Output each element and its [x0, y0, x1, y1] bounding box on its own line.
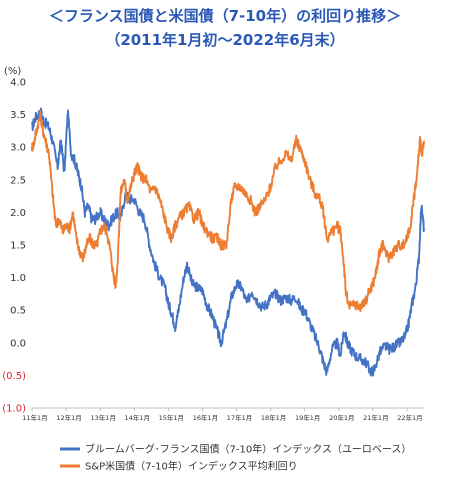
series-line-france	[31, 107, 425, 377]
x-tick-label: 11年1月	[22, 413, 47, 422]
x-tick-label: 19年1月	[295, 413, 320, 422]
legend-label-france: ブルームバーグ･フランス国債（7-10年）インデックス（ユーロベース）	[85, 443, 411, 456]
x-tick-label: 18年1月	[261, 413, 286, 422]
y-tick-label: 3.0	[10, 143, 26, 154]
plot-area	[31, 107, 425, 377]
legend: ブルームバーグ･フランス国債（7-10年）インデックス（ユーロベース） S&P米国…	[60, 443, 411, 473]
x-tick-label: 14年1月	[125, 413, 150, 422]
y-tick-label: 0.5	[10, 306, 26, 317]
x-tick-label: 12年1月	[56, 413, 81, 422]
chart-title: ＜フランス国債と米国債（7-10年）の利回り推移＞	[48, 7, 402, 25]
x-tick-label: 22年1月	[397, 413, 422, 422]
x-tick-label: 20年1月	[329, 413, 354, 422]
legend-label-us: S&P米国債（7-10年）インデックス平均利回り	[85, 460, 298, 473]
y-tick-label: 1.0	[10, 273, 26, 284]
x-tick-label: 21年1月	[363, 413, 388, 422]
y-axis-label: (%)	[4, 66, 21, 77]
y-tick-label: 4.0	[10, 78, 26, 89]
x-tick-label: 17年1月	[227, 413, 252, 422]
x-tick-label: 13年1月	[90, 413, 115, 422]
axes: (%)4.0 3.5 3.0 2.5 2.0 1.5 1.0 0.5 0.0 (0.5) (1.0)…	[2, 66, 424, 422]
y-tick-label: 0.0	[10, 338, 26, 349]
y-tick-label: 1.5	[10, 241, 26, 252]
chart-subtitle: （2011年1月初～2022年6月末）	[105, 31, 345, 49]
y-tick-label: 3.5	[10, 110, 26, 121]
x-tick-label: 16年1月	[193, 413, 218, 422]
x-tick-label: 15年1月	[159, 413, 184, 422]
y-tick-label: 2.0	[10, 208, 26, 219]
y-tick-label: 2.5	[10, 175, 26, 186]
y-tick-label: (1.0)	[2, 404, 26, 415]
y-tick-label: (0.5)	[2, 371, 26, 382]
series-line-us	[31, 110, 425, 313]
